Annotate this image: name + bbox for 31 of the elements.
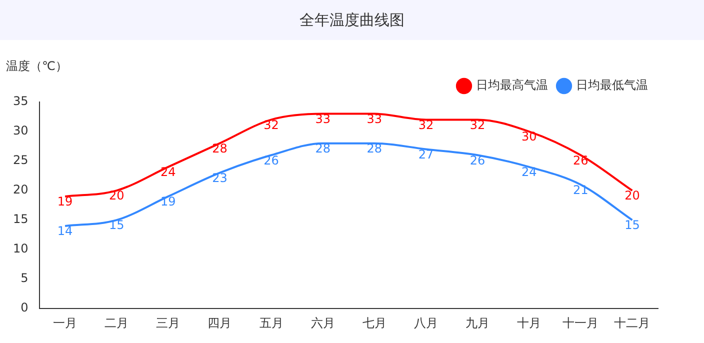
- x-tick-label: 九月: [466, 316, 490, 330]
- data-label: 19: [57, 194, 73, 209]
- x-tick-label: 八月: [414, 316, 438, 330]
- y-axis-title: 温度（℃）: [6, 58, 68, 75]
- data-label: 28: [212, 141, 228, 156]
- legend-label: 日均最低气温: [576, 78, 648, 92]
- x-tick-label: 七月: [362, 316, 386, 330]
- y-tick-label: 10: [12, 242, 28, 256]
- data-label: 24: [160, 165, 176, 180]
- y-tick-label: 35: [12, 94, 28, 108]
- y-tick-label: 20: [12, 182, 28, 197]
- data-label: 26: [573, 153, 588, 168]
- y-tick-label: 30: [12, 124, 28, 138]
- x-tick-label: 三月: [156, 316, 180, 330]
- x-tick-label: 六月: [310, 316, 335, 330]
- x-tick-label: 五月: [259, 316, 284, 330]
- data-label: 20: [624, 188, 640, 203]
- data-label: 14: [57, 224, 73, 238]
- y-tick-label: 25: [12, 153, 28, 168]
- x-tick-label: 十一月: [562, 316, 599, 330]
- data-label: 15: [624, 218, 640, 232]
- x-tick-label: 二月: [104, 316, 129, 330]
- y-tick-label: 15: [12, 212, 28, 226]
- chart-title: 全年温度曲线图: [0, 0, 704, 40]
- x-tick-label: 四月: [208, 316, 232, 330]
- y-tick-label: 5: [20, 271, 28, 286]
- x-tick-label: 一月: [53, 316, 78, 330]
- x-tick-label: 十二月: [614, 316, 650, 330]
- x-tick-label: 十月: [517, 316, 542, 330]
- y-tick-label: 0: [20, 300, 28, 315]
- legend-label: 日均最高气温: [476, 78, 548, 92]
